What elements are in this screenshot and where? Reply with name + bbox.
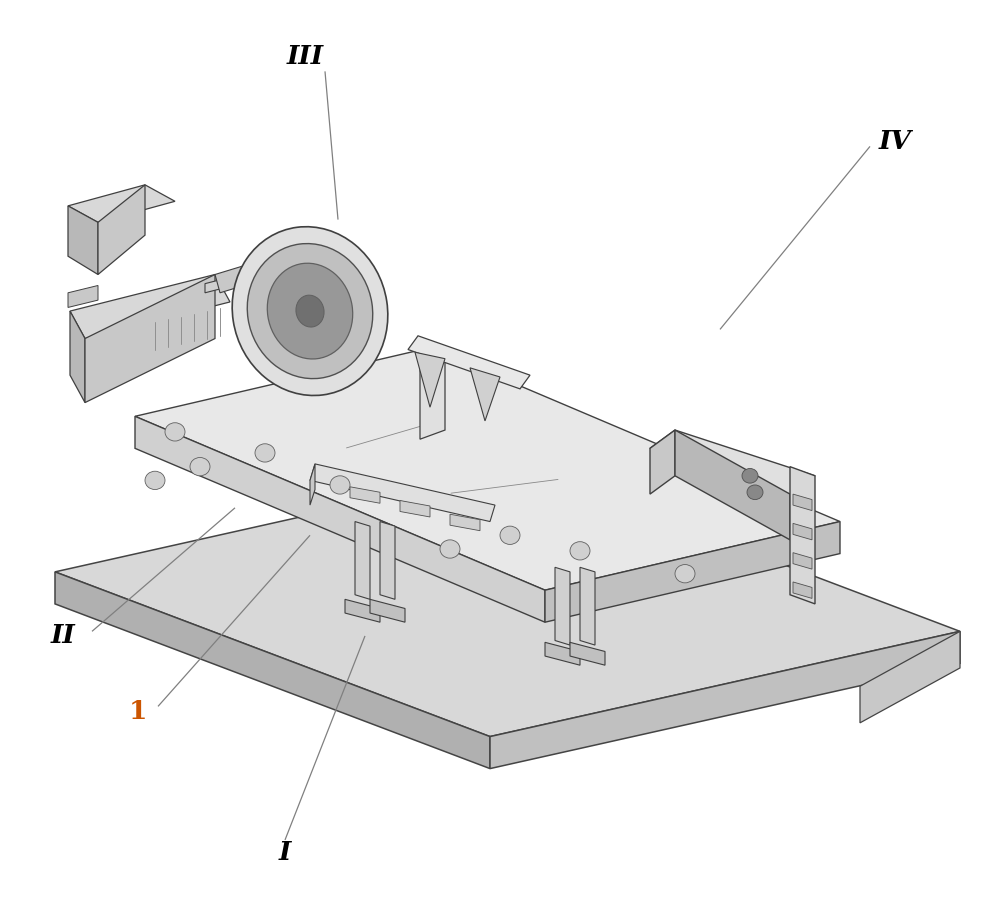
Text: IV: IV — [879, 129, 911, 155]
Ellipse shape — [296, 296, 324, 327]
Circle shape — [255, 444, 275, 462]
Polygon shape — [310, 464, 315, 505]
Polygon shape — [135, 416, 545, 622]
Polygon shape — [450, 514, 480, 531]
Circle shape — [747, 485, 763, 500]
Polygon shape — [215, 238, 340, 293]
Polygon shape — [55, 572, 490, 769]
Polygon shape — [68, 185, 175, 222]
Polygon shape — [650, 430, 815, 494]
Text: II: II — [51, 623, 75, 649]
Polygon shape — [310, 464, 495, 522]
Circle shape — [440, 540, 460, 558]
Text: III: III — [286, 44, 324, 70]
Circle shape — [570, 542, 590, 560]
Polygon shape — [545, 522, 840, 622]
Polygon shape — [793, 582, 812, 598]
Polygon shape — [793, 494, 812, 511]
Circle shape — [675, 565, 695, 583]
Polygon shape — [370, 599, 405, 622]
Polygon shape — [675, 430, 790, 540]
Polygon shape — [860, 631, 960, 723]
Polygon shape — [68, 206, 98, 274]
Polygon shape — [790, 467, 815, 604]
Polygon shape — [205, 252, 330, 293]
Ellipse shape — [247, 243, 373, 379]
Polygon shape — [408, 336, 530, 389]
Polygon shape — [70, 274, 230, 339]
Polygon shape — [793, 523, 812, 540]
Text: 1: 1 — [129, 699, 147, 725]
Circle shape — [145, 471, 165, 490]
Polygon shape — [555, 567, 570, 645]
Polygon shape — [355, 522, 370, 599]
Polygon shape — [400, 501, 430, 517]
Polygon shape — [68, 285, 98, 307]
Polygon shape — [470, 368, 500, 421]
Ellipse shape — [267, 264, 353, 359]
Polygon shape — [380, 522, 395, 599]
Polygon shape — [345, 599, 380, 622]
Polygon shape — [650, 430, 675, 494]
Polygon shape — [420, 357, 445, 439]
Polygon shape — [545, 642, 580, 665]
Polygon shape — [135, 348, 840, 590]
Polygon shape — [415, 352, 445, 407]
Polygon shape — [793, 553, 812, 569]
Polygon shape — [580, 567, 595, 645]
Polygon shape — [570, 642, 605, 665]
Polygon shape — [350, 487, 380, 503]
Polygon shape — [490, 631, 960, 769]
Ellipse shape — [232, 227, 388, 395]
Polygon shape — [70, 311, 85, 403]
Circle shape — [165, 423, 185, 441]
Polygon shape — [55, 467, 960, 737]
Circle shape — [190, 458, 210, 476]
Circle shape — [742, 468, 758, 483]
Circle shape — [330, 476, 350, 494]
Polygon shape — [98, 185, 145, 274]
Text: I: I — [279, 840, 291, 866]
Polygon shape — [85, 274, 215, 403]
Circle shape — [500, 526, 520, 544]
